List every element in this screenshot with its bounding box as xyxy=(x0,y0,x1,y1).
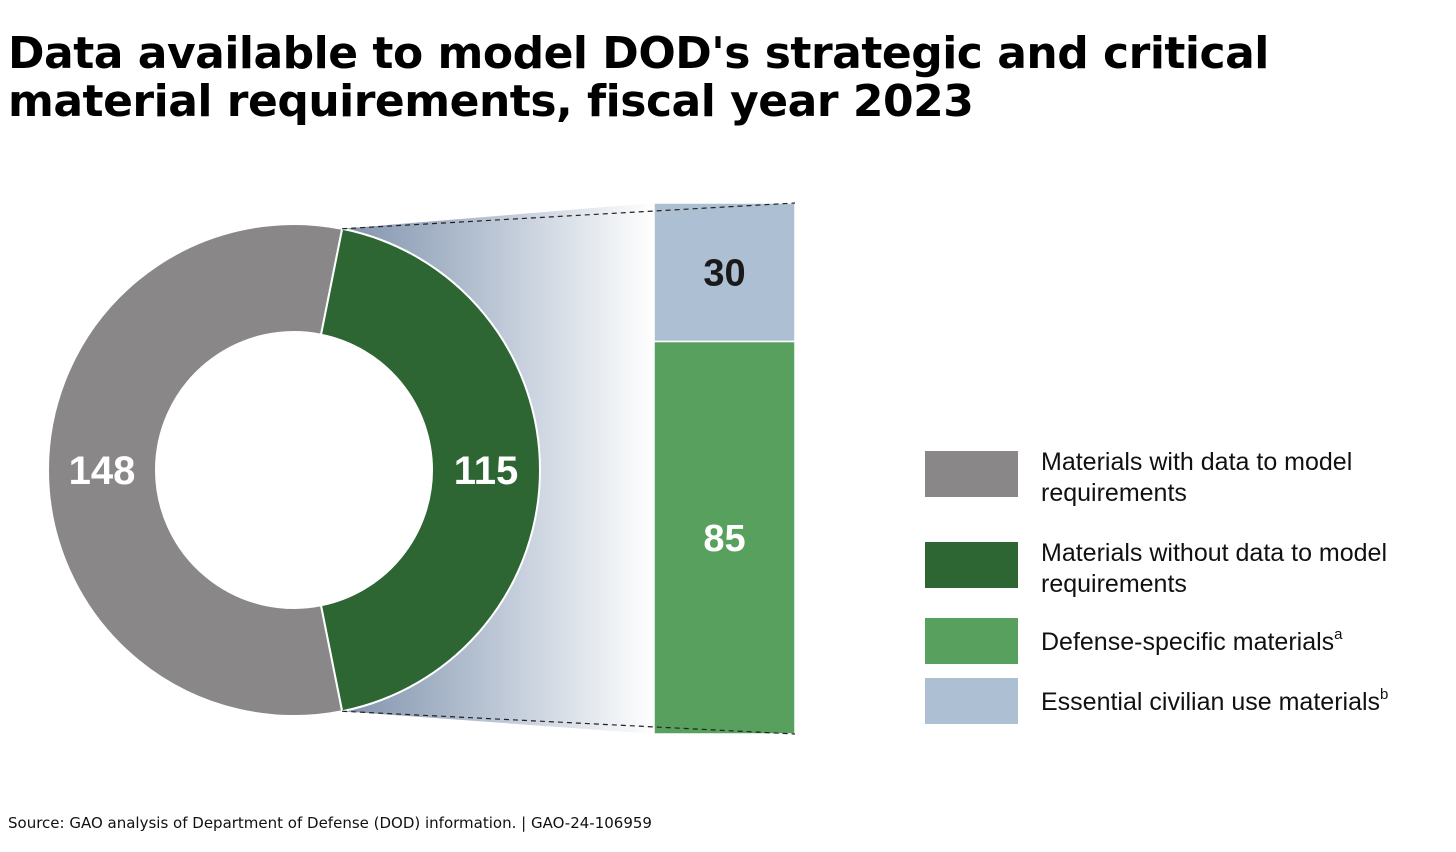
donut-slice-materials-without-data-to-model-requirements xyxy=(319,227,541,713)
legend-swatch xyxy=(925,618,1018,664)
breakdown-bar: 30 85 xyxy=(653,202,796,735)
legend-label-line-2: requirements xyxy=(1041,570,1187,598)
legend-label: Materials with data to model xyxy=(1041,448,1352,476)
bar-segment-defense-specific-materials xyxy=(653,340,796,735)
legend-footnote-marker: b xyxy=(1380,686,1388,703)
source-note: Source: GAO analysis of Department of De… xyxy=(8,814,652,832)
chart-title-line-2: material requirements, fiscal year 2023 xyxy=(8,76,974,127)
legend-label: Essential civilian use materialsb xyxy=(1041,686,1388,716)
donut-slice-materials-with-data-to-model-requirements xyxy=(47,223,344,717)
legend-label: Defense-specific materialsa xyxy=(1041,626,1343,656)
legend-swatch xyxy=(925,451,1018,497)
donut-value-label: 115 xyxy=(454,449,519,493)
legend-label-line-2: requirements xyxy=(1041,479,1187,507)
connector-line-top xyxy=(342,202,796,230)
chart-title-line-1: Data available to model DOD's strategic … xyxy=(8,28,1269,79)
bar-value-label: 85 xyxy=(703,518,745,560)
legend-label: Materials without data to model xyxy=(1041,539,1387,567)
legend-footnote-marker: a xyxy=(1334,626,1343,643)
legend-swatch xyxy=(925,542,1018,588)
bar-segment-essential-civilian-use-materials xyxy=(653,202,796,343)
connector-fan xyxy=(342,203,654,734)
donut-value-label: 148 xyxy=(69,449,136,493)
chart-title: Data available to model DOD's strategic … xyxy=(8,30,1448,126)
connector-line-bottom xyxy=(342,710,796,735)
donut: 148 115 xyxy=(47,223,541,717)
legend: Materials with data to model requirements… xyxy=(925,448,1388,724)
bar-value-label: 30 xyxy=(703,252,745,294)
legend-swatch xyxy=(925,678,1018,724)
